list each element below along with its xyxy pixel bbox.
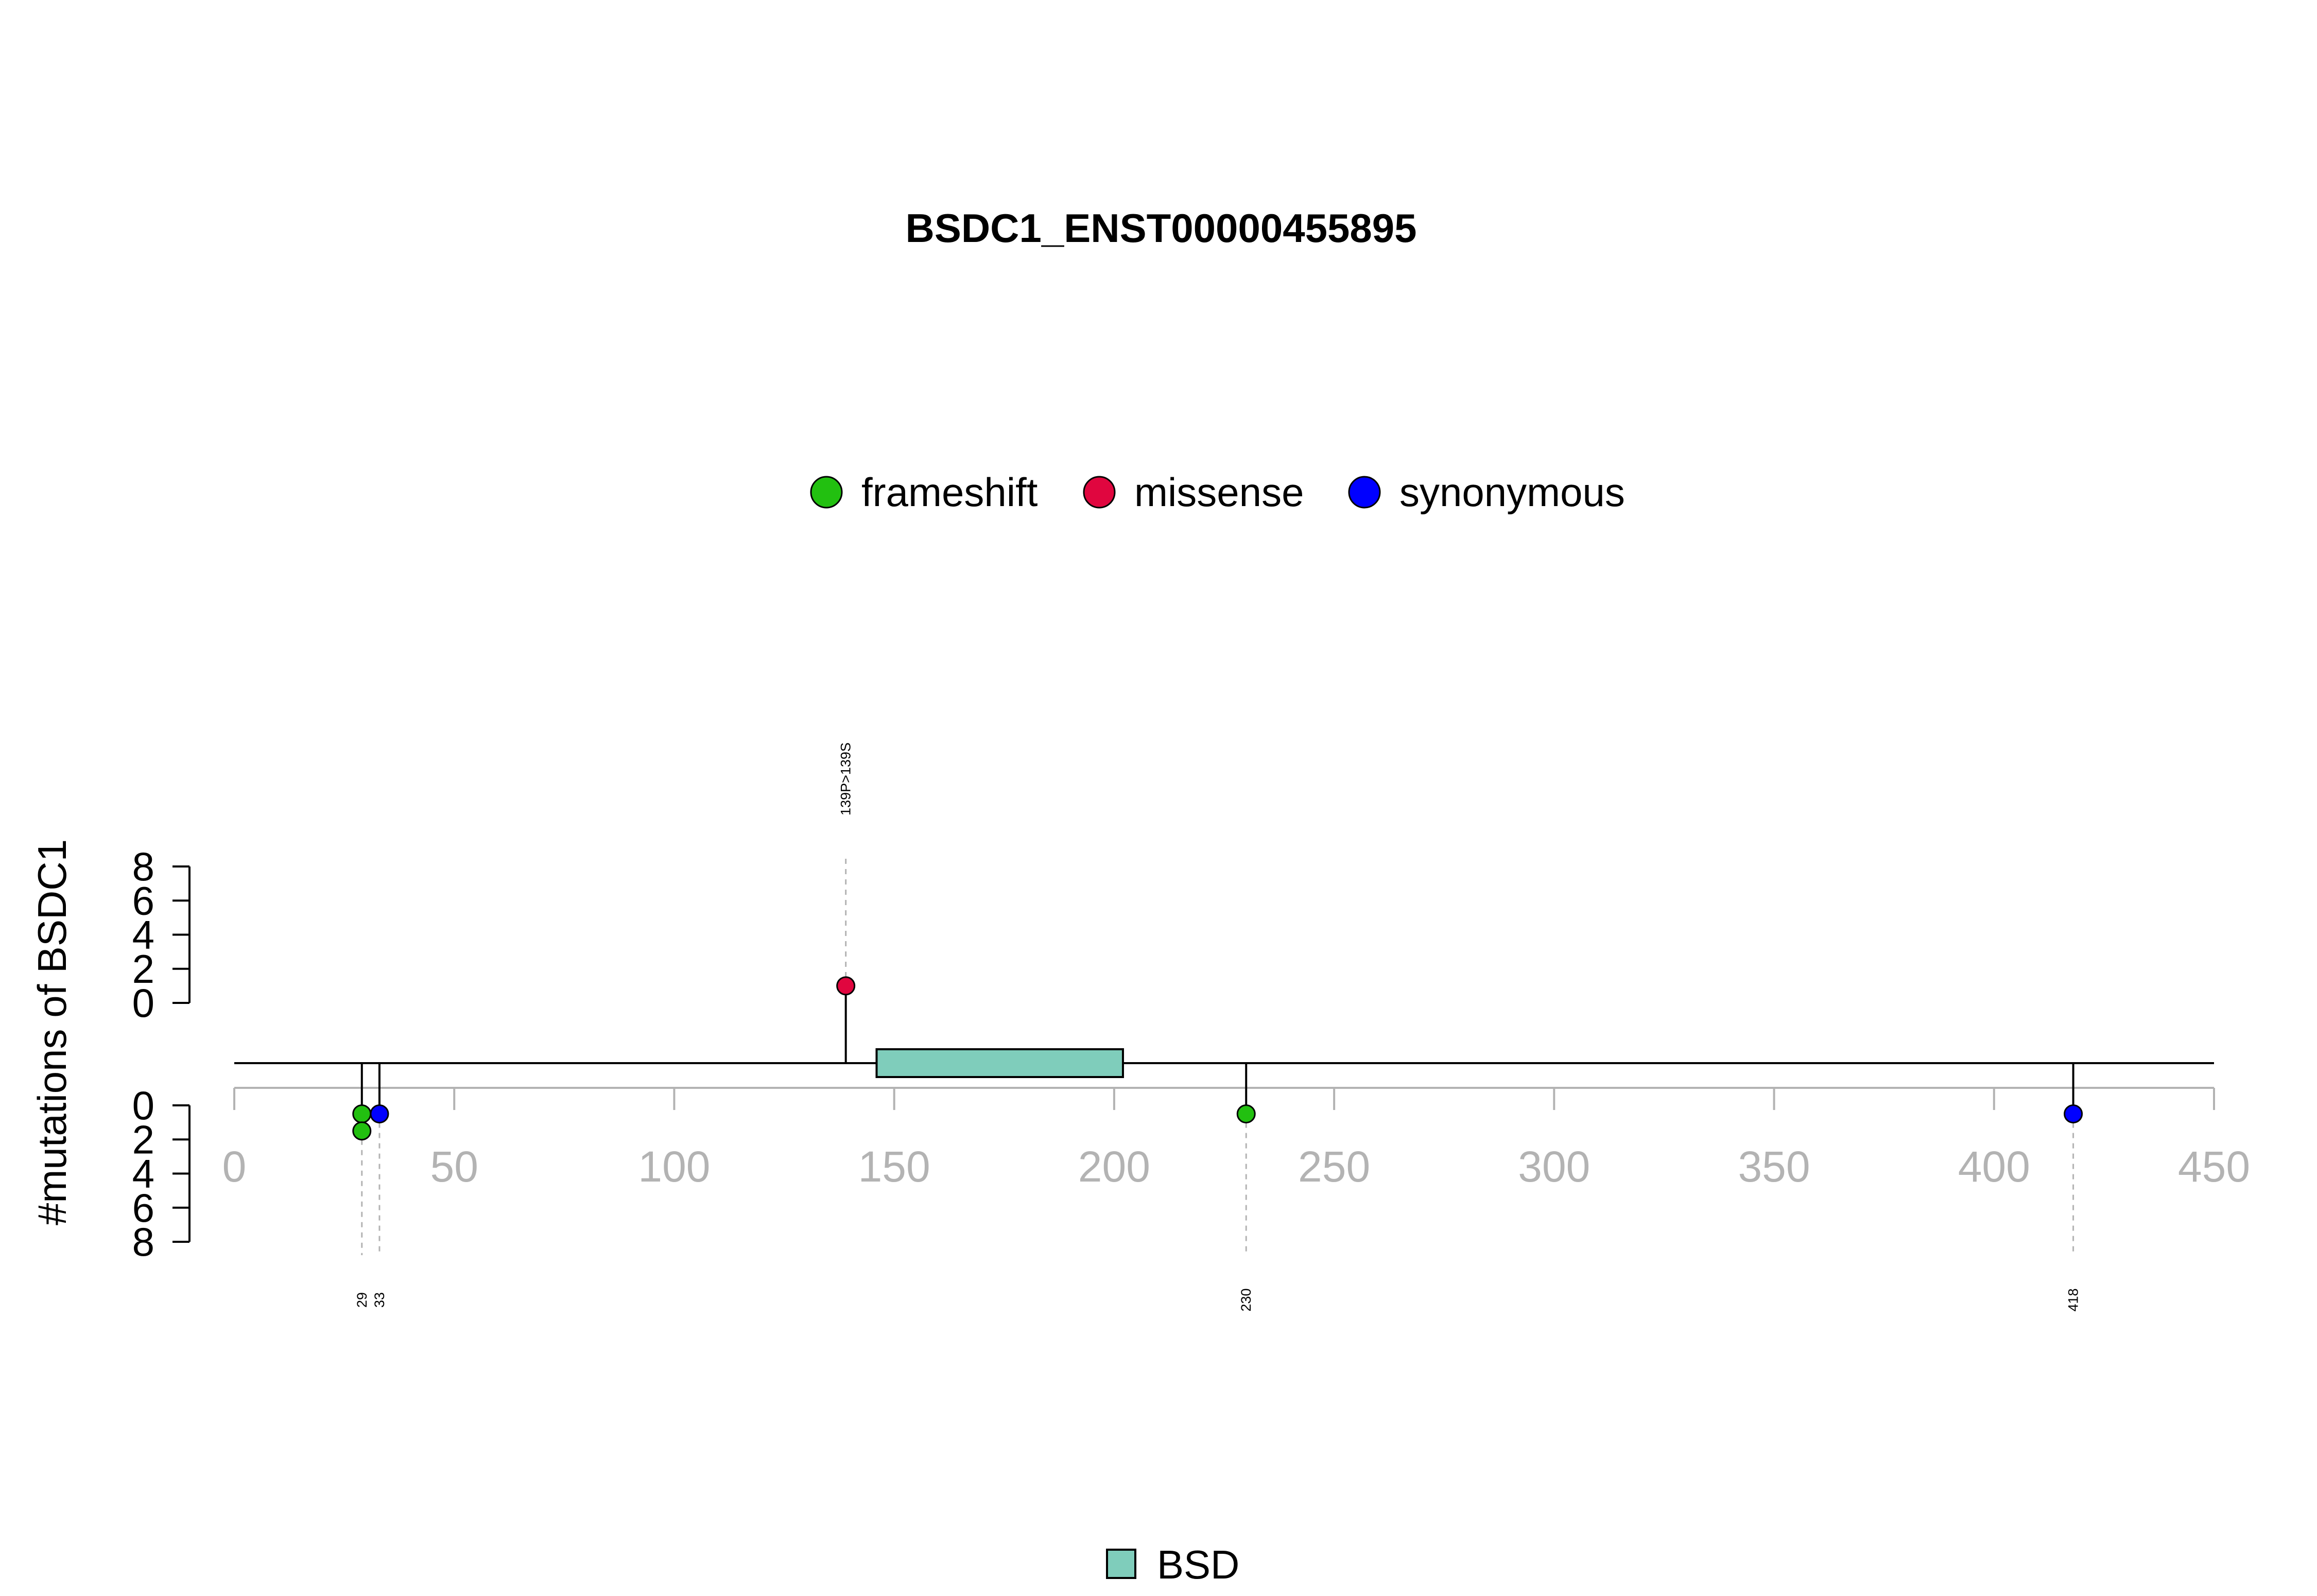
y-tick-label-bottom: 2 — [132, 1117, 154, 1162]
mutation-point-frameshift — [1236, 1104, 1256, 1124]
y-axis-label: #mutations of BSDC1 — [29, 839, 75, 1225]
legend-label-missense: missense — [1134, 470, 1304, 515]
y-tick-label-top: 2 — [132, 946, 154, 992]
lollipop-marks: 139P>139S 29 33 230 418 — [352, 742, 2083, 1312]
x-tick-label: 350 — [1738, 1142, 1810, 1191]
legend-domain-label: BSD — [1157, 1542, 1239, 1587]
legend-marker-frameshift — [810, 476, 843, 509]
x-tick-label: 250 — [1298, 1142, 1370, 1191]
x-axis: 0 50 100 150 200 250 300 350 400 450 — [222, 1087, 2250, 1191]
legend-marker-synonymous — [1348, 476, 1381, 509]
y-tick-label-top: 0 — [132, 980, 154, 1026]
domain-legend: BSD — [1106, 1542, 1239, 1587]
x-tick-label: 300 — [1518, 1142, 1590, 1191]
x-tick-label: 450 — [2178, 1142, 2250, 1191]
mutation-legend: frameshift missense synonymous — [810, 470, 1625, 515]
y-tick-label-bottom: 4 — [132, 1151, 154, 1196]
legend-label-frameshift: frameshift — [861, 470, 1038, 515]
y-tick-label-bottom: 8 — [132, 1219, 154, 1264]
mutation-label-bottom: 230 — [1238, 1288, 1254, 1311]
y-tick-label-bottom: 6 — [132, 1185, 154, 1230]
mutation-point-synonymous — [370, 1104, 389, 1124]
chart-title: BSDC1_ENST00000455895 — [906, 205, 1417, 251]
x-tick-label: 150 — [858, 1142, 930, 1191]
legend-label-synonymous: synonymous — [1399, 470, 1625, 515]
y-tick-label-top: 6 — [132, 878, 154, 923]
x-tick-label: 200 — [1078, 1142, 1150, 1191]
x-tick-label: 400 — [1958, 1142, 2030, 1191]
y-tick-label-top: 8 — [132, 844, 154, 889]
mutation-label-bottom: 29 — [354, 1292, 370, 1308]
y-tick-label-top: 4 — [132, 912, 154, 958]
mutation-point-frameshift — [352, 1104, 372, 1124]
domain-boxes — [875, 1048, 1124, 1078]
x-tick-label: 100 — [638, 1142, 710, 1191]
domain-BSD — [875, 1048, 1124, 1078]
x-tick-label: 0 — [222, 1142, 247, 1191]
mutation-point-synonymous — [2064, 1104, 2083, 1124]
x-tick-label: 50 — [430, 1142, 478, 1191]
mutation-label-bottom: 33 — [372, 1292, 387, 1308]
mutation-label-top: 139P>139S — [838, 742, 854, 816]
legend-marker-missense — [1083, 476, 1116, 509]
mutation-label-bottom: 418 — [2066, 1288, 2081, 1311]
legend-domain-marker — [1106, 1549, 1136, 1579]
mutation-point-frameshift — [352, 1121, 372, 1141]
y-tick-label-bottom: 0 — [132, 1083, 154, 1128]
mutation-point-missense — [836, 976, 856, 996]
